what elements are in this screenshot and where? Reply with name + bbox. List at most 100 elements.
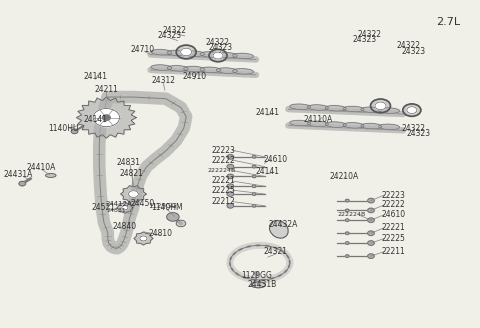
Ellipse shape <box>269 220 288 238</box>
Ellipse shape <box>151 50 172 55</box>
Circle shape <box>252 185 256 188</box>
Text: 24322: 24322 <box>357 30 381 38</box>
Circle shape <box>227 154 234 159</box>
Ellipse shape <box>184 51 204 56</box>
Text: 1129GG: 1129GG <box>148 203 177 209</box>
Circle shape <box>93 109 120 127</box>
Text: 24450: 24450 <box>131 199 155 208</box>
Circle shape <box>252 193 256 195</box>
Ellipse shape <box>343 123 364 128</box>
Circle shape <box>345 232 349 235</box>
Text: 24810: 24810 <box>149 229 173 238</box>
Ellipse shape <box>361 123 382 129</box>
Circle shape <box>368 254 374 258</box>
Circle shape <box>368 198 374 203</box>
Text: 24323: 24323 <box>407 130 431 138</box>
Circle shape <box>252 204 256 207</box>
Circle shape <box>213 52 223 59</box>
Circle shape <box>345 199 349 202</box>
Ellipse shape <box>233 69 253 74</box>
Text: 1140HM: 1140HM <box>151 203 182 212</box>
Ellipse shape <box>168 50 188 56</box>
Text: 24412A: 24412A <box>106 201 132 207</box>
Text: 24431B: 24431B <box>247 280 276 289</box>
Text: 24210A: 24210A <box>329 172 359 181</box>
Text: 22225: 22225 <box>212 186 236 195</box>
Text: 22222: 22222 <box>382 200 406 209</box>
Circle shape <box>129 191 138 197</box>
Circle shape <box>140 236 147 241</box>
Circle shape <box>209 49 227 62</box>
Circle shape <box>122 206 128 210</box>
Circle shape <box>227 184 234 189</box>
Circle shape <box>252 175 256 178</box>
Text: 222224B: 222224B <box>338 212 366 217</box>
Circle shape <box>227 192 234 196</box>
Text: 24840: 24840 <box>113 222 137 231</box>
Circle shape <box>19 181 25 186</box>
Circle shape <box>345 219 349 221</box>
Text: 24321: 24321 <box>264 247 288 256</box>
Ellipse shape <box>308 121 328 127</box>
Circle shape <box>252 155 256 158</box>
Circle shape <box>345 255 349 257</box>
Circle shape <box>180 48 192 56</box>
Circle shape <box>227 174 234 179</box>
Ellipse shape <box>200 67 221 72</box>
Circle shape <box>345 242 349 244</box>
Ellipse shape <box>233 53 253 59</box>
Text: 24323: 24323 <box>402 47 426 56</box>
Text: 24831: 24831 <box>117 158 141 167</box>
Text: 24141: 24141 <box>256 108 280 117</box>
Text: 24410A: 24410A <box>26 163 56 173</box>
Ellipse shape <box>200 52 221 57</box>
Circle shape <box>176 220 186 227</box>
Ellipse shape <box>361 107 382 113</box>
Text: 222224B: 222224B <box>208 168 236 173</box>
Text: 24312: 24312 <box>151 76 175 85</box>
Ellipse shape <box>379 124 400 130</box>
Text: 22223: 22223 <box>382 191 406 199</box>
Circle shape <box>71 129 78 133</box>
Text: 24322: 24322 <box>397 41 421 50</box>
Ellipse shape <box>289 120 311 126</box>
Circle shape <box>375 102 386 110</box>
Text: 22211: 22211 <box>382 247 406 256</box>
Text: 22222: 22222 <box>212 155 236 165</box>
Text: 22221: 22221 <box>382 223 406 232</box>
Text: 24141: 24141 <box>84 72 108 81</box>
Ellipse shape <box>325 106 346 111</box>
Circle shape <box>253 272 258 275</box>
Circle shape <box>368 241 374 245</box>
Text: 24322: 24322 <box>162 26 186 35</box>
Circle shape <box>368 218 374 222</box>
Text: 24710: 24710 <box>131 45 155 53</box>
Ellipse shape <box>343 106 364 112</box>
Circle shape <box>227 164 234 169</box>
Text: 24141: 24141 <box>84 115 108 124</box>
Text: 22223: 22223 <box>212 146 236 155</box>
Text: 24610: 24610 <box>382 210 406 219</box>
Text: 22212: 22212 <box>212 197 236 206</box>
Text: 24821: 24821 <box>120 169 144 178</box>
Ellipse shape <box>308 105 328 110</box>
Text: 22221: 22221 <box>212 176 236 185</box>
Text: 24323: 24323 <box>208 43 232 51</box>
Polygon shape <box>117 202 133 213</box>
Circle shape <box>167 213 179 221</box>
Text: 1129GG: 1129GG <box>241 271 273 280</box>
Text: 2.7L: 2.7L <box>436 17 460 27</box>
Circle shape <box>102 115 110 120</box>
Circle shape <box>176 45 196 59</box>
Ellipse shape <box>216 68 237 73</box>
Polygon shape <box>120 186 146 202</box>
Circle shape <box>252 165 256 168</box>
Text: 1140HU: 1140HU <box>48 124 79 133</box>
Ellipse shape <box>251 282 265 288</box>
Text: 24110A: 24110A <box>303 115 333 124</box>
Ellipse shape <box>168 66 188 71</box>
Text: 24831: 24831 <box>107 208 127 213</box>
Ellipse shape <box>151 65 172 70</box>
Text: 24211: 24211 <box>95 85 118 94</box>
Text: 24521: 24521 <box>92 203 116 212</box>
